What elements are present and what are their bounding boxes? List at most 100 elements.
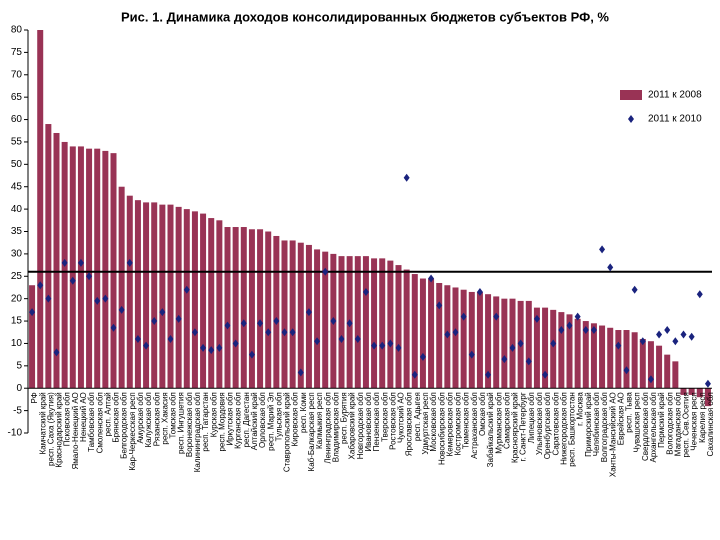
diamond-marker	[493, 312, 500, 321]
y-tick-label: 45	[11, 181, 23, 192]
x-tick-label: респ. Адыгея	[413, 392, 422, 441]
diamond-marker	[354, 334, 361, 343]
x-tick-label: Смоленская обл	[95, 392, 104, 453]
legend-swatch	[620, 90, 642, 100]
diamond-marker	[69, 276, 76, 285]
bar	[224, 227, 231, 389]
diamond-marker	[281, 328, 288, 337]
x-tick-label: Ивановская обл	[364, 392, 373, 452]
x-tick-label: Приморский край	[584, 392, 593, 457]
diamond-marker	[257, 319, 264, 328]
x-tick-label: Московская обл	[429, 392, 438, 452]
diamond-marker	[297, 368, 304, 377]
diamond-marker	[525, 357, 532, 366]
x-tick-label: Калужская обл	[144, 392, 153, 448]
bar	[428, 278, 435, 389]
x-tick-label: респ. Алтай	[103, 392, 112, 436]
bar	[265, 231, 272, 389]
x-tick-label: Челябинская обл	[592, 392, 601, 456]
bar	[647, 341, 654, 389]
bar	[403, 269, 410, 389]
diamond-marker	[305, 308, 312, 317]
diamond-marker	[126, 258, 133, 267]
diamond-marker	[77, 258, 84, 267]
diamond-marker	[558, 326, 565, 335]
x-tick-label: Тюменская обл	[462, 392, 471, 449]
diamond-marker	[175, 314, 182, 323]
x-tick-label: Кар-Черкесская респ	[128, 392, 137, 470]
diamond-marker	[240, 319, 247, 328]
x-tick-label: респ. Бурятия	[340, 392, 349, 444]
y-tick-label: 40	[11, 204, 23, 215]
x-tick-label: Курганская обл	[234, 392, 243, 449]
diamond-marker	[647, 375, 654, 384]
bar	[305, 244, 312, 389]
diamond-marker	[379, 341, 386, 350]
bar	[175, 206, 182, 389]
x-tick-label: Чувашская респ	[633, 392, 642, 452]
diamond-marker	[94, 296, 101, 305]
bar	[167, 204, 174, 389]
diamond-marker	[387, 339, 394, 348]
legend-marker	[628, 115, 634, 123]
diamond-marker	[574, 312, 581, 321]
bar	[338, 256, 345, 389]
x-tick-label: Костромская обл	[454, 392, 463, 456]
x-tick-label: респ. Хакасия	[160, 392, 169, 444]
bar	[183, 209, 190, 389]
bar	[191, 211, 198, 389]
bar	[599, 325, 606, 389]
bar	[371, 258, 378, 389]
bar	[542, 307, 549, 389]
y-tick-label: 0	[16, 383, 22, 394]
diamond-marker	[615, 341, 622, 350]
diamond-marker	[436, 301, 443, 310]
diamond-marker	[159, 308, 166, 317]
diamond-marker	[118, 305, 125, 314]
diamond-marker	[509, 343, 516, 352]
diamond-marker	[656, 330, 663, 339]
x-tick-label: Архангельская обл	[649, 392, 658, 463]
diamond-marker	[607, 263, 614, 272]
diamond-marker	[371, 341, 378, 350]
bar	[273, 235, 280, 389]
x-tick-label: Ямало-Ненецкий АО	[71, 392, 80, 469]
bar	[240, 227, 247, 389]
x-tick-label: Ханты-Мансийский АО	[608, 392, 617, 477]
x-tick-label: Волгоградская обл	[600, 392, 609, 462]
bar	[53, 132, 60, 389]
diamond-marker	[61, 258, 68, 267]
legend-label: 2011 к 2008	[648, 90, 702, 101]
bar	[208, 218, 215, 389]
bar	[134, 200, 141, 389]
diamond-marker	[696, 290, 703, 299]
diamond-marker	[550, 339, 557, 348]
bar	[460, 289, 467, 389]
diamond-marker	[476, 287, 483, 296]
x-tick-label: Ненецкий АО	[79, 392, 88, 442]
x-tick-label: Воронежская обл	[185, 392, 194, 457]
diamond-marker	[53, 348, 60, 357]
bar	[509, 298, 516, 389]
x-tick-label: Удмуртская респ	[421, 392, 430, 454]
bar	[704, 388, 711, 407]
y-tick-label: -10	[8, 428, 23, 439]
bar	[110, 153, 117, 389]
bar	[476, 291, 483, 389]
x-tick-label: Брянская обл	[112, 392, 121, 443]
bar	[607, 327, 614, 389]
bar	[102, 150, 109, 389]
x-tick-label: Кемеровская обл	[445, 392, 454, 456]
bar	[452, 287, 459, 389]
diamond-marker	[704, 379, 711, 388]
bar	[29, 285, 36, 389]
diamond-marker	[191, 328, 198, 337]
x-tick-label: Рязанская обл	[152, 392, 161, 446]
bar	[45, 124, 52, 389]
x-tick-label: Пермский край	[657, 392, 666, 448]
diamond-marker	[265, 328, 272, 337]
x-tick-label: Липецкая обл	[527, 392, 536, 443]
x-tick-label: Чеченская респ	[690, 392, 699, 450]
diamond-marker	[232, 339, 239, 348]
bar	[159, 204, 166, 389]
